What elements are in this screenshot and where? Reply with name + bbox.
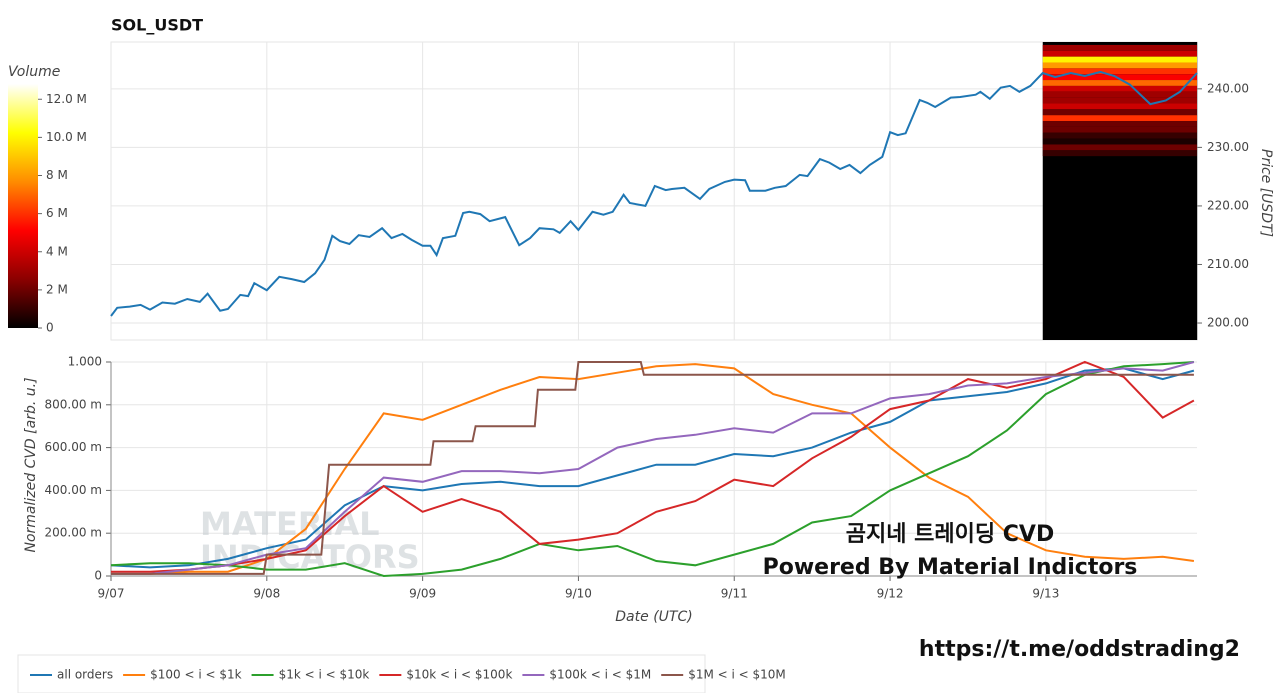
x-tick-label: 9/13 [1032,587,1059,601]
x-tick-label: 9/10 [565,587,592,601]
annotation: Powered By Material Indictors [763,555,1138,580]
colorbar-tick-label: 6 M [46,206,68,220]
x-axis-label: Date (UTC) [615,609,692,625]
series-line [110,367,1195,569]
y-tick-label: 600.00 m [45,440,103,454]
x-tick-label: 9/09 [409,587,436,601]
legend-label: all orders [57,668,113,682]
series-line [111,361,1194,575]
y-tick-label: 210.00 [1207,257,1249,271]
x-tick-label: 9/08 [253,587,280,601]
y-tick-label: 240.00 [1207,81,1249,95]
series-line [111,360,1195,573]
x-tick-label: 9/12 [877,587,904,601]
annotation: 곰지네 트레이딩 CVD [846,522,1054,547]
heatmap-cell [1042,91,1197,98]
y-tick-label: 220.00 [1207,198,1249,212]
heatmap-cell [1042,80,1197,86]
heatmap-cell [1042,121,1197,127]
y-tick-label: 400.00 m [45,483,103,497]
y-tick-label: 200.00 m [45,526,103,540]
chart-title: SOL_USDT [111,16,203,35]
heatmap-cell [1042,132,1197,139]
colorbar-tick-label: 10.0 M [46,130,87,144]
y2-axis-label: Price [USDT] [1258,149,1274,237]
legend-label: $10k < i < $100k [406,668,512,682]
legend-label: $1k < i < $10k [279,668,370,682]
heatmap-cell [1042,144,1197,151]
series-line [110,361,1194,578]
colorbar-tick-label: 2 M [46,282,68,296]
legend-label: $100k < i < $1M [549,668,651,682]
heatmap-cell [1042,62,1197,69]
heatmap-cell [1042,44,1197,51]
heatmap-cell [1042,126,1197,133]
heatmap-cell [1042,103,1197,110]
y-tick-label: 800.00 m [45,397,103,411]
colorbar [8,84,38,328]
colorbar-tick-label: 12.0 M [46,92,87,106]
heatmap-cell [1042,56,1197,63]
series-line [110,70,1198,317]
colorbar-title: Volume [8,64,60,80]
y-tick-label: 0 [94,569,102,583]
heatmap-cell [1042,85,1197,92]
y-tick-label: 1.000 [68,355,102,369]
footer-link: https://t.me/oddstrading2 [919,637,1240,662]
heatmap-cell [1042,50,1197,57]
heatmap-cell [1042,138,1197,145]
y-axis-label: Normalized CVD [arb. u.] [23,377,39,552]
legend-label: $100 < i < $1k [150,668,242,682]
y-tick-label: 200.00 [1207,316,1249,330]
colorbar-tick-label: 8 M [46,168,68,182]
heatmap-cell [1042,115,1197,122]
series-line [111,361,1195,575]
x-tick-label: 9/11 [721,587,748,601]
heatmap-cell [1042,68,1197,75]
heatmap-cell [1042,109,1197,116]
heatmap-cell [1042,74,1197,81]
legend-label: $1M < i < $10M [688,668,786,682]
colorbar-tick-label: 0 [46,321,54,335]
y-tick-label: 230.00 [1207,140,1249,154]
colorbar-tick-label: 4 M [46,244,68,258]
x-tick-label: 9/07 [98,587,125,601]
heatmap-cell [1042,150,1197,157]
heatmap-cell [1042,97,1197,104]
series-line [111,363,1195,575]
price-plot-area [110,41,1198,341]
